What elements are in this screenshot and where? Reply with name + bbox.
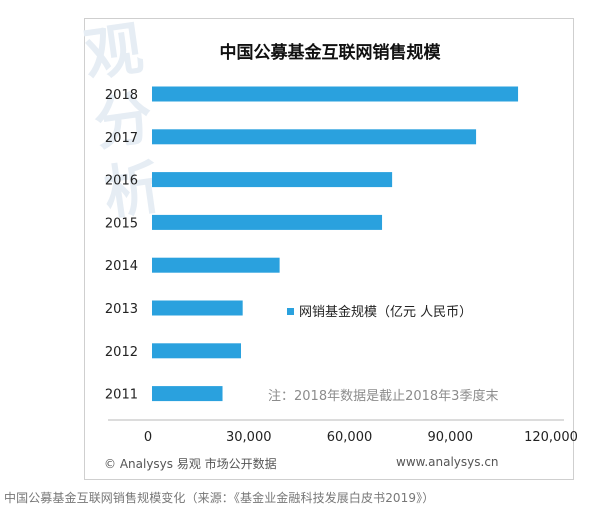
y-tick-label-2013: 2013 xyxy=(105,302,138,317)
x-tick-label-4: 120,000 xyxy=(524,430,578,445)
footer-source: © Analysys 易观 市场公开数据 xyxy=(104,457,277,471)
x-tick-labels: 0 30,000 60,000 90,000 120,000 xyxy=(144,430,578,445)
y-tick-label-2017: 2017 xyxy=(105,131,138,146)
footer-url: www.analysys.cn xyxy=(396,455,499,469)
y-tick-labels: 2018 2017 2016 2015 2014 2013 2012 2011 xyxy=(105,88,138,403)
bar-2013 xyxy=(152,300,243,316)
bar-2017 xyxy=(152,129,477,145)
figure-caption: 中国公募基金互联网销售规模变化（来源：《基金业金融科技发展白皮书2019》） xyxy=(4,491,435,505)
bar-2014 xyxy=(152,257,280,273)
y-tick-label-2018: 2018 xyxy=(105,88,138,103)
x-tick-label-3: 90,000 xyxy=(428,430,474,445)
bars-group xyxy=(152,86,519,402)
chart-note: 注：2018年数据是截止2018年3季度末 xyxy=(268,388,498,404)
chart-title: 中国公募基金互联网销售规模 xyxy=(220,42,442,63)
bar-2016 xyxy=(152,172,393,188)
y-tick-label-2015: 2015 xyxy=(105,216,138,231)
x-tick-label-0: 0 xyxy=(144,430,152,445)
bar-2015 xyxy=(152,214,383,230)
legend-swatch xyxy=(287,308,294,315)
x-tick-label-2: 60,000 xyxy=(327,430,373,445)
bar-2012 xyxy=(152,343,241,359)
y-tick-label-2012: 2012 xyxy=(105,345,138,360)
legend-label: 网销基金规模（亿元 人民币） xyxy=(299,304,472,320)
y-tick-label-2014: 2014 xyxy=(105,259,138,274)
y-tick-label-2016: 2016 xyxy=(105,174,138,189)
y-tick-label-2011: 2011 xyxy=(105,388,138,403)
bar-2011 xyxy=(152,386,223,402)
x-tick-label-1: 30,000 xyxy=(226,430,272,445)
bar-2018 xyxy=(152,86,519,102)
